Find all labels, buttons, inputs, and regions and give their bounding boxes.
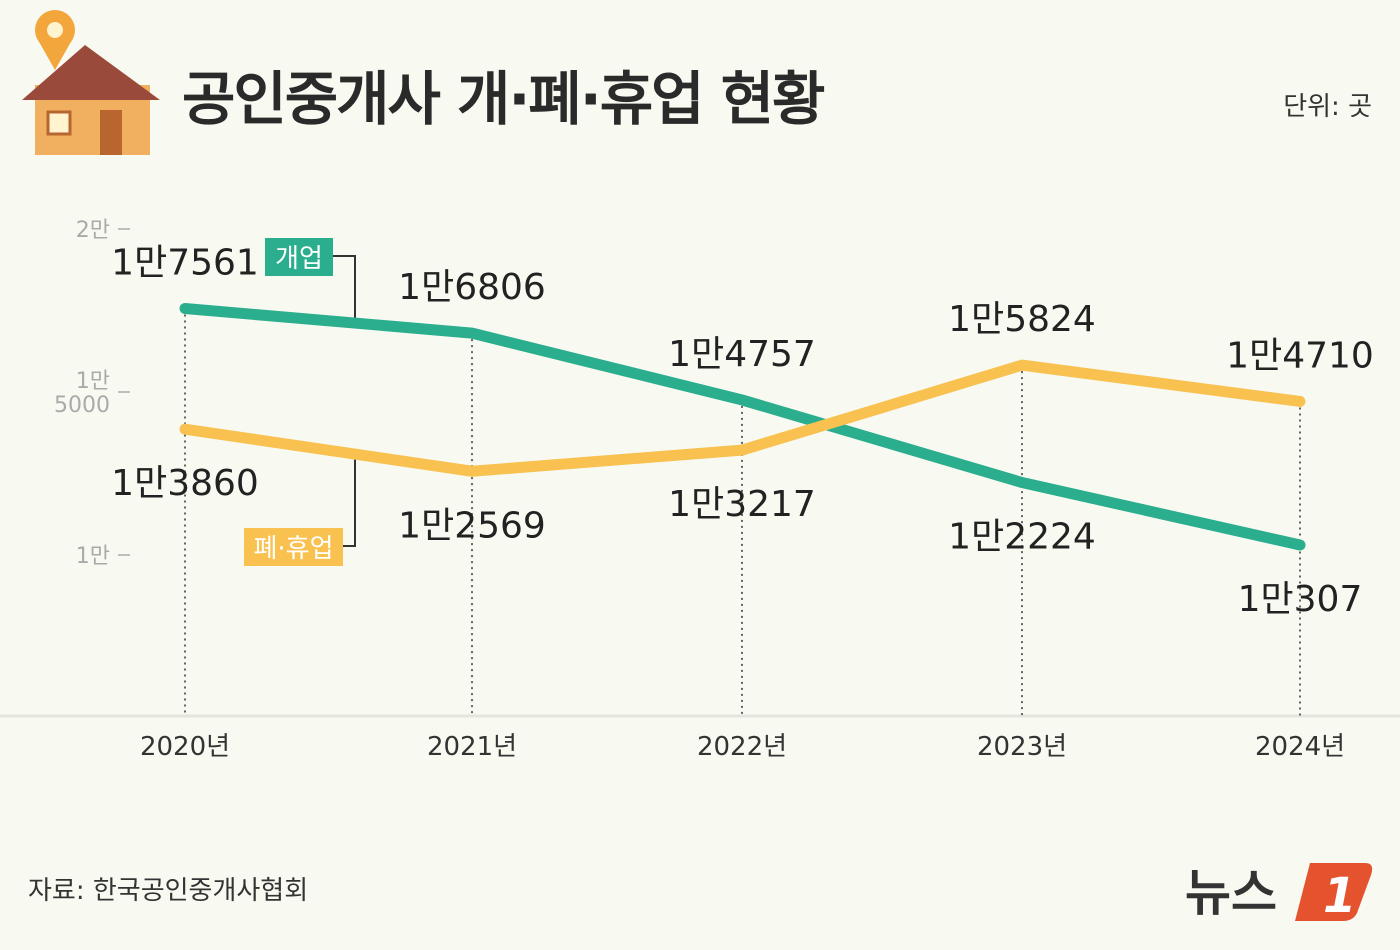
legend-label: 개업 [275,244,323,274]
legend-label: 폐·휴업 [253,534,333,564]
house-pin-icon [22,10,160,155]
data-label: 1만4757 [668,334,816,375]
legend-swatch [244,528,343,566]
y-tick-label: 2만 [76,218,110,243]
x-tick-label: 2020년 [140,732,230,762]
news1-logo: 뉴스 1 [1185,863,1373,924]
x-tick-label: 2021년 [427,732,517,762]
chart-title: 공인중개사 개·폐·휴업 현황 [182,65,825,133]
legend-connector-open [333,255,356,318]
data-label: 1만7561 [111,243,259,284]
svg-text:뉴스: 뉴스 [1185,864,1277,922]
data-label: 1만6806 [398,267,546,308]
data-label: 1만2224 [948,516,1096,557]
legend-connector-closed [343,456,356,547]
series-line-1 [179,359,1306,477]
x-tick-label: 2023년 [977,732,1067,762]
data-label: 1만307 [1238,579,1363,620]
source-label: 자료: 한국공인중개사협회 [28,876,309,906]
unit-label: 단위: 곳 [1283,92,1372,122]
y-tick-label: 1만 [76,544,110,569]
data-label: 1만3217 [668,484,816,525]
x-tick-label: 2024년 [1255,732,1345,762]
data-label: 1만3860 [111,463,259,504]
data-label: 1만4710 [1226,335,1374,376]
y-tick-label: 5000 [54,393,110,418]
x-tick-label: 2022년 [697,732,787,762]
series-line-0 [179,303,1306,551]
legend-swatch [265,238,333,276]
data-label: 1만5824 [948,299,1096,340]
y-tick-label: 1만 [76,369,110,394]
data-label: 1만2569 [398,505,546,546]
svg-text:1: 1 [1323,868,1356,924]
